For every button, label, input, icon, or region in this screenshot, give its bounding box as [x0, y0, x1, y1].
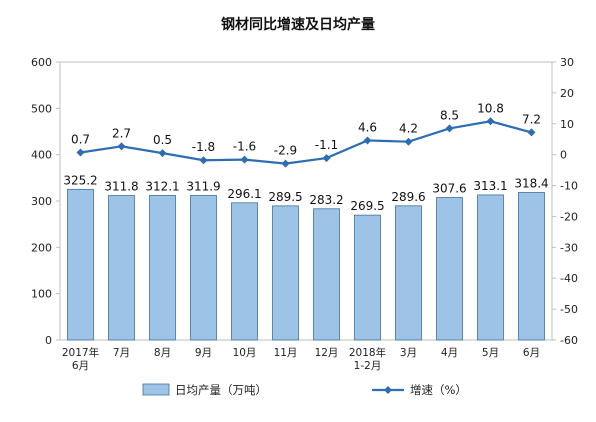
bar: [231, 202, 258, 341]
x-axis-tick-label: 2017年 6月: [62, 346, 99, 372]
bar-value-label: 296.1: [227, 187, 261, 201]
line-value-label: 4.2: [399, 122, 418, 136]
line-value-label: -1.8: [192, 140, 215, 154]
line-point: [281, 159, 290, 168]
x-axis-tick-label: 5月: [482, 347, 499, 359]
legend-label-bar: 日均产量（万吨）: [175, 383, 267, 397]
right-axis-tick-label: 10: [560, 118, 574, 131]
line-value-label: -1.6: [233, 140, 256, 154]
bar-value-label: 269.5: [350, 199, 384, 213]
x-axis-tick-label: 10月: [233, 347, 257, 359]
line-point: [445, 124, 454, 133]
bar: [395, 205, 422, 341]
line-value-label: 7.2: [522, 112, 541, 126]
chart-title: 钢材同比增速及日均产量: [221, 17, 375, 33]
left-axis-tick-label: 400: [31, 149, 52, 162]
line-point: [527, 128, 536, 137]
right-axis-tick-label: -20: [560, 210, 578, 223]
legend: 日均产量（万吨） 增速（%）: [142, 383, 467, 397]
bar-value-label: 312.1: [145, 179, 179, 193]
x-axis-tick-label: 11月: [274, 347, 298, 359]
line-point: [76, 148, 85, 157]
line-point: [322, 154, 331, 163]
bar: [190, 195, 217, 341]
bar: [67, 188, 94, 341]
left-axis-tick-label: 500: [31, 102, 52, 115]
line-value-label: 0.5: [153, 133, 172, 147]
left-axis-tick-label: 600: [31, 56, 52, 69]
right-axis-tick-label: -40: [560, 272, 578, 285]
line-value-label: -1.1: [315, 138, 338, 152]
left-axis-tick-label: 100: [31, 288, 52, 301]
right-axis-tick-label: 20: [560, 87, 574, 100]
bars-layer: [67, 188, 545, 341]
right-axis-tick-label: -60: [560, 334, 578, 347]
bar-value-label: 311.9: [186, 179, 220, 193]
left-axis-tick-label: 200: [31, 241, 52, 254]
bar: [272, 205, 299, 341]
left-axis-tick-label: 0: [45, 334, 52, 347]
x-axis-tick-label: 2018年 1-2月: [349, 346, 386, 372]
bar-value-label: 289.5: [268, 190, 302, 204]
bar: [518, 192, 545, 341]
bar: [108, 195, 135, 341]
bar-value-label: 289.6: [391, 190, 425, 204]
line-value-label: 10.8: [477, 101, 504, 115]
x-axis-tick-label: 7月: [113, 347, 130, 359]
left-axis-tick-label: 300: [31, 195, 52, 208]
bar-value-label: 311.8: [104, 180, 138, 194]
axes-layer: 0 100 200 300 400 500 600 -60 -50 -40 -30 -20 -10 0 10…: [31, 56, 578, 372]
labels-layer: 325.2 311.8 312.1 311.9 296.1 289.5 283.2 269.5…: [63, 101, 548, 213]
line-value-label: 2.7: [112, 126, 131, 140]
line-point: [117, 142, 126, 151]
line-point: [158, 149, 167, 158]
legend-label-line: 增速（%）: [410, 383, 467, 397]
x-axis-tick-label: 4月: [441, 347, 458, 359]
bar: [313, 208, 340, 341]
line-value-label: 4.6: [358, 120, 377, 134]
line-point: [404, 137, 413, 146]
bar-value-label: 313.1: [473, 179, 507, 193]
x-axis-tick-label: 12月: [315, 347, 339, 359]
bar-value-label: 307.6: [432, 181, 466, 195]
x-axis-tick-label: 3月: [400, 347, 417, 359]
x-axis-tick-label: 8月: [154, 347, 171, 359]
x-axis-tick-label: 9月: [195, 347, 212, 359]
right-axis-tick-label: -10: [560, 180, 578, 193]
bar-value-label: 325.2: [63, 173, 97, 187]
bar-value-label: 318.4: [514, 176, 548, 190]
right-axis-tick-label: 0: [560, 149, 567, 162]
line-point: [199, 156, 208, 165]
line-value-label: 0.7: [71, 133, 90, 147]
line-point: [363, 136, 372, 145]
line-value-label: -2.9: [274, 144, 297, 158]
bar: [477, 194, 504, 341]
line-value-label: 8.5: [440, 108, 459, 122]
line-point: [486, 117, 495, 126]
right-axis-tick-label: -50: [560, 303, 578, 316]
x-axis-tick-label: 6月: [523, 347, 540, 359]
right-axis-tick-label: 30: [560, 56, 574, 69]
legend-swatch-marker: [384, 386, 392, 394]
right-axis-tick-label: -30: [560, 241, 578, 254]
bar: [436, 197, 463, 341]
line-layer: [76, 117, 536, 168]
legend-swatch-bar: [142, 383, 170, 396]
bar-value-label: 283.2: [309, 193, 343, 207]
bar: [354, 214, 381, 341]
bar: [149, 194, 176, 341]
line-point: [240, 155, 249, 164]
growth-line: [80, 120, 532, 165]
